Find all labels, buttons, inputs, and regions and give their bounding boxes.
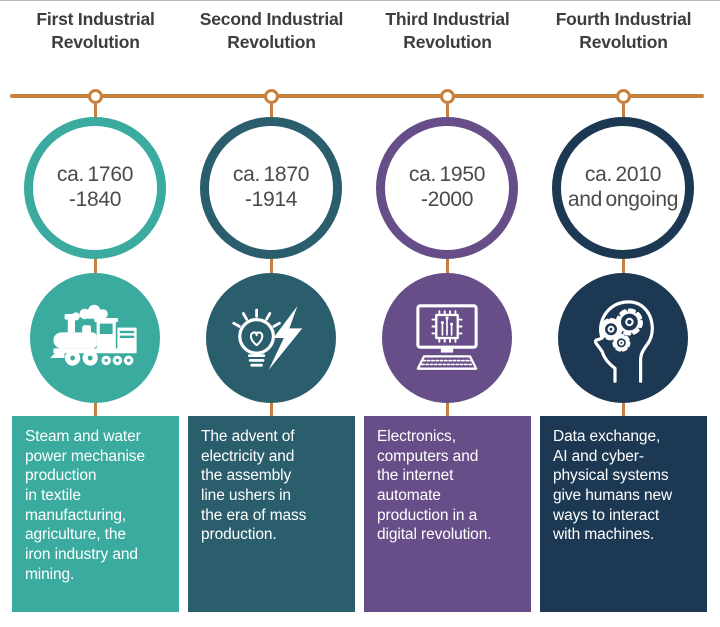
timeline-node [440, 89, 455, 104]
icon-circle [30, 273, 160, 403]
period-circle: ca. 2010 and ongoing [552, 117, 694, 259]
steam-locomotive-icon [50, 304, 137, 366]
column-title: Fourth Industrial Revolution [555, 9, 692, 52]
column-third-revolution: Third Industrial Revolution ca. 1950 -20… [364, 1, 531, 627]
timeline-node [264, 89, 279, 104]
gear-icon [599, 318, 623, 341]
timeline-node [88, 89, 103, 104]
description-text: Data exchange, AI and cyber- physical sy… [553, 428, 673, 544]
period-circle: ca. 1870 -1914 [200, 117, 342, 259]
timeline-node [616, 89, 631, 104]
column-fourth-revolution: Fourth Industrial Revolution ca. 2010 an… [540, 1, 707, 627]
icon-circle [382, 273, 512, 403]
period-circle: ca. 1760 -1840 [24, 117, 166, 259]
icon-circle [558, 273, 688, 403]
description-text: The advent of electricity and the assemb… [201, 428, 307, 544]
column-second-revolution: Second Industrial Revolution ca. 1870 -1… [188, 1, 355, 627]
period-label: ca. 2010 and ongoing [567, 163, 679, 211]
gear-icon [612, 333, 631, 352]
column-title: Third Industrial Revolution [385, 9, 510, 52]
description-block: Electronics, computers and the internet … [364, 416, 531, 612]
head-gears-icon [593, 300, 654, 383]
icon-circle [206, 273, 336, 403]
period-label: ca. 1870 -1914 [232, 163, 310, 211]
column-title: First Industrial Revolution [36, 9, 155, 52]
column-first-revolution: First Industrial Revolution ca. 1760 -18… [12, 1, 179, 627]
period-label: ca. 1950 -2000 [408, 163, 486, 211]
description-text: Steam and water power mechanise producti… [25, 428, 145, 583]
column-title: Second Industrial Revolution [199, 9, 344, 52]
description-block: The advent of electricity and the assemb… [188, 416, 355, 612]
period-circle: ca. 1950 -2000 [376, 117, 518, 259]
timeline-line [10, 94, 704, 98]
description-block: Steam and water power mechanise producti… [12, 416, 179, 612]
description-text: Electronics, computers and the internet … [377, 428, 492, 544]
computer-microchip-icon [416, 304, 478, 370]
description-block: Data exchange, AI and cyber- physical sy… [540, 416, 707, 612]
light-bulb-lightning-icon [232, 306, 303, 370]
period-label: ca. 1760 -1840 [56, 163, 134, 211]
